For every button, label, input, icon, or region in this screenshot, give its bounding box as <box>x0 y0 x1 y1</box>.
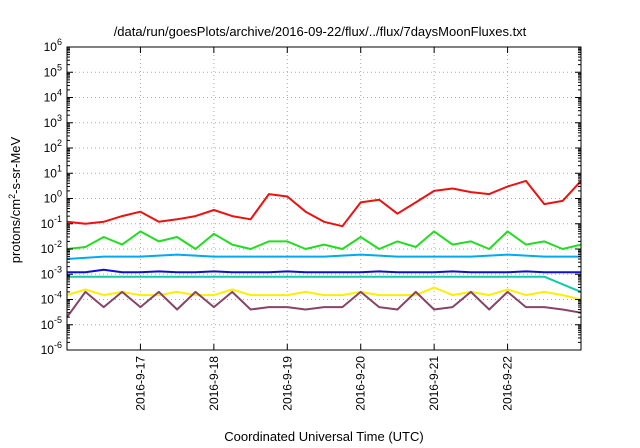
y-tick-label: 103 <box>44 113 62 130</box>
y-tick-base: 10 <box>44 192 58 206</box>
y-tick-base: 10 <box>41 267 55 281</box>
y-tick-exp: -6 <box>54 340 62 350</box>
y-tick-label: 10-1 <box>41 214 62 231</box>
y-tick-label: 104 <box>44 88 62 105</box>
x-axis: 2016-9-17 2016-9-18 2016-9-19 2016-9-20 2016… <box>133 47 515 411</box>
y-tick-base: 10 <box>41 343 55 357</box>
y-tick-label: 10-2 <box>41 239 62 256</box>
y-tick-exp: 1 <box>57 163 62 173</box>
y-axis-title: protons/cm2-s-sr-MeV <box>7 136 23 263</box>
y-tick-base: 10 <box>44 141 58 155</box>
y-tick-label: 105 <box>44 62 62 79</box>
y-tick-base: 10 <box>41 217 55 231</box>
y-tick-exp: -4 <box>54 290 62 300</box>
x-axis-title: Coordinated Universal Time (UTC) <box>224 429 423 444</box>
y-tick-label: 10-4 <box>41 290 62 307</box>
x-tick-label: 2016-9-21 <box>427 356 441 411</box>
y-tick-label: 10-6 <box>41 340 62 357</box>
y-tick-base: 10 <box>41 242 55 256</box>
x-tick-label: 2016-9-17 <box>133 356 147 411</box>
series-line-5 <box>66 286 582 301</box>
y-axis-title-sup: 2 <box>7 194 17 199</box>
y-tick-base: 10 <box>44 166 58 180</box>
y-tick-label: 10-5 <box>41 315 62 332</box>
y-tick-exp: 3 <box>57 113 62 123</box>
y-tick-label: 10-3 <box>41 264 62 281</box>
y-tick-exp: 2 <box>57 138 62 148</box>
y-tick-label: 100 <box>44 189 62 206</box>
x-tick-label: 2016-9-22 <box>501 356 515 411</box>
y-tick-exp: 0 <box>57 189 62 199</box>
series-line-4 <box>67 275 582 293</box>
y-axis-title-part2: -s-sr-MeV <box>8 136 23 193</box>
y-tick-exp: 5 <box>57 62 62 72</box>
y-tick-exp: 4 <box>57 88 62 98</box>
x-tick-label: 2016-9-18 <box>207 356 221 411</box>
y-tick-label: 101 <box>44 163 62 180</box>
y-tick-base: 10 <box>44 91 58 105</box>
series-line-2 <box>66 253 581 260</box>
y-tick-base: 10 <box>44 40 58 54</box>
y-tick-base: 10 <box>41 318 55 332</box>
series-layer <box>66 179 582 318</box>
y-tick-label: 102 <box>44 138 62 155</box>
y-axis: 10-610-510-410-310-210-11001011021031041… <box>41 37 581 357</box>
grid <box>67 47 581 350</box>
y-tick-base: 10 <box>44 65 58 79</box>
y-tick-exp: -1 <box>54 214 62 224</box>
x-tick-label: 2016-9-19 <box>280 356 294 411</box>
y-tick-exp: -3 <box>54 264 62 274</box>
y-tick-exp: -2 <box>54 239 62 249</box>
y-tick-base: 10 <box>44 116 58 130</box>
x-tick-label: 2016-9-20 <box>354 356 368 411</box>
y-tick-exp: 6 <box>57 37 62 47</box>
series-line-0 <box>66 179 582 228</box>
y-tick-label: 106 <box>44 37 62 54</box>
series-line-1 <box>66 230 582 250</box>
y-axis-title-part1: protons/cm <box>8 199 23 263</box>
series-line-6 <box>66 290 582 318</box>
series-line-3 <box>67 268 581 274</box>
chart-title: /data/run/goesPlots/archive/2016-09-22/f… <box>114 24 527 39</box>
y-tick-exp: -5 <box>54 315 62 325</box>
y-tick-base: 10 <box>41 293 55 307</box>
